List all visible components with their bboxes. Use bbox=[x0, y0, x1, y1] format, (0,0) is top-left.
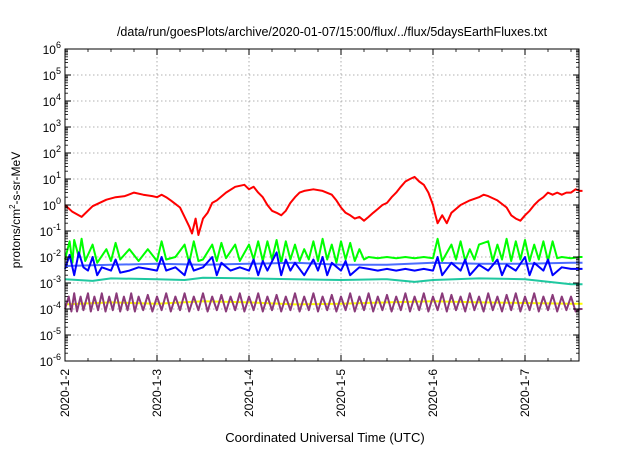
x-tick-label: 2020-1-6 bbox=[426, 369, 440, 417]
axes: 10-6 10-5 10-4 10-3 10-2 10-1 100 101 102 103 104 1… bbox=[40, 40, 580, 417]
y-tick-label: 102 bbox=[43, 144, 61, 161]
x-tick-label: 2020-1-7 bbox=[518, 369, 532, 417]
y-tick-label: 103 bbox=[43, 118, 61, 135]
x-tick-label: 2020-1-3 bbox=[150, 369, 164, 417]
series-line-7 bbox=[64, 292, 583, 313]
y-tick-label: 10-2 bbox=[40, 248, 61, 265]
y-axis-label: protons/cm2-s-sr-MeV bbox=[8, 152, 23, 268]
x-tick-label: 2020-1-2 bbox=[58, 369, 72, 417]
y-tick-label: 101 bbox=[43, 170, 61, 187]
series-line-2 bbox=[64, 237, 583, 264]
y-axis-label-prefix: protons/cm bbox=[9, 209, 23, 268]
y-tick-label: 10-4 bbox=[40, 300, 61, 317]
y-tick-label: 106 bbox=[43, 40, 61, 57]
y-axis-label-suffix: -s-sr-MeV bbox=[9, 152, 23, 205]
series-line-4 bbox=[64, 261, 583, 267]
y-axis-label-superscript: 2 bbox=[8, 204, 17, 209]
y-tick-label: 104 bbox=[43, 92, 61, 109]
series-line-3 bbox=[64, 276, 583, 286]
series-line-5 bbox=[64, 251, 583, 277]
x-axis-label: Coordinated Universal Time (UTC) bbox=[225, 430, 424, 445]
y-tick-label: 105 bbox=[43, 66, 61, 83]
chart-title: /data/run/goesPlots/archive/2020-01-07/1… bbox=[117, 25, 548, 39]
y-tick-label: 100 bbox=[43, 196, 61, 213]
y-tick-label: 10-6 bbox=[40, 352, 61, 369]
y-tick-label: 10-3 bbox=[40, 274, 61, 291]
series-line-6 bbox=[64, 300, 583, 306]
y-tick-label: 10-5 bbox=[40, 326, 61, 343]
x-tick-label: 2020-1-5 bbox=[334, 369, 348, 417]
svg-text:protons/cm2-s-sr-MeV: protons/cm2-s-sr-MeV bbox=[8, 152, 23, 268]
series-layer bbox=[64, 175, 583, 313]
y-tick-label: 10-1 bbox=[40, 222, 61, 239]
x-tick-label: 2020-1-4 bbox=[242, 369, 256, 417]
series-line-1 bbox=[64, 175, 583, 236]
plot-frame bbox=[64, 48, 580, 362]
